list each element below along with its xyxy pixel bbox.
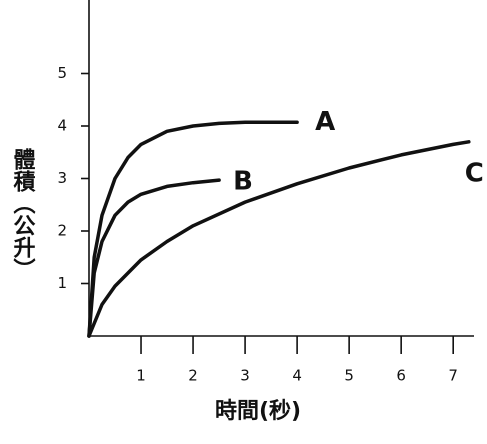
y-tick-label: 1 [57,274,67,292]
y-tick-label: 4 [57,117,67,135]
y-axis-label: 體積（公升） [10,147,36,280]
curve-label: C [465,158,484,188]
x-axis-label: 時間(秒) [215,399,301,424]
y-tick-label: 3 [57,169,67,187]
curve-label: B [233,167,253,197]
x-tick-label: 7 [448,367,458,385]
y-tick-label: 2 [57,222,67,240]
y-tick-label: 5 [57,64,67,82]
curve [87,120,299,338]
x-tick-label: 4 [292,367,302,385]
curve-label: A [315,107,335,137]
x-tick-label: 6 [396,367,406,385]
curve [87,178,221,338]
x-tick-label: 2 [188,367,198,385]
x-tick-label: 1 [136,367,146,385]
x-tick-label: 3 [240,367,250,385]
x-tick-label: 5 [344,367,354,385]
curve [87,140,471,338]
